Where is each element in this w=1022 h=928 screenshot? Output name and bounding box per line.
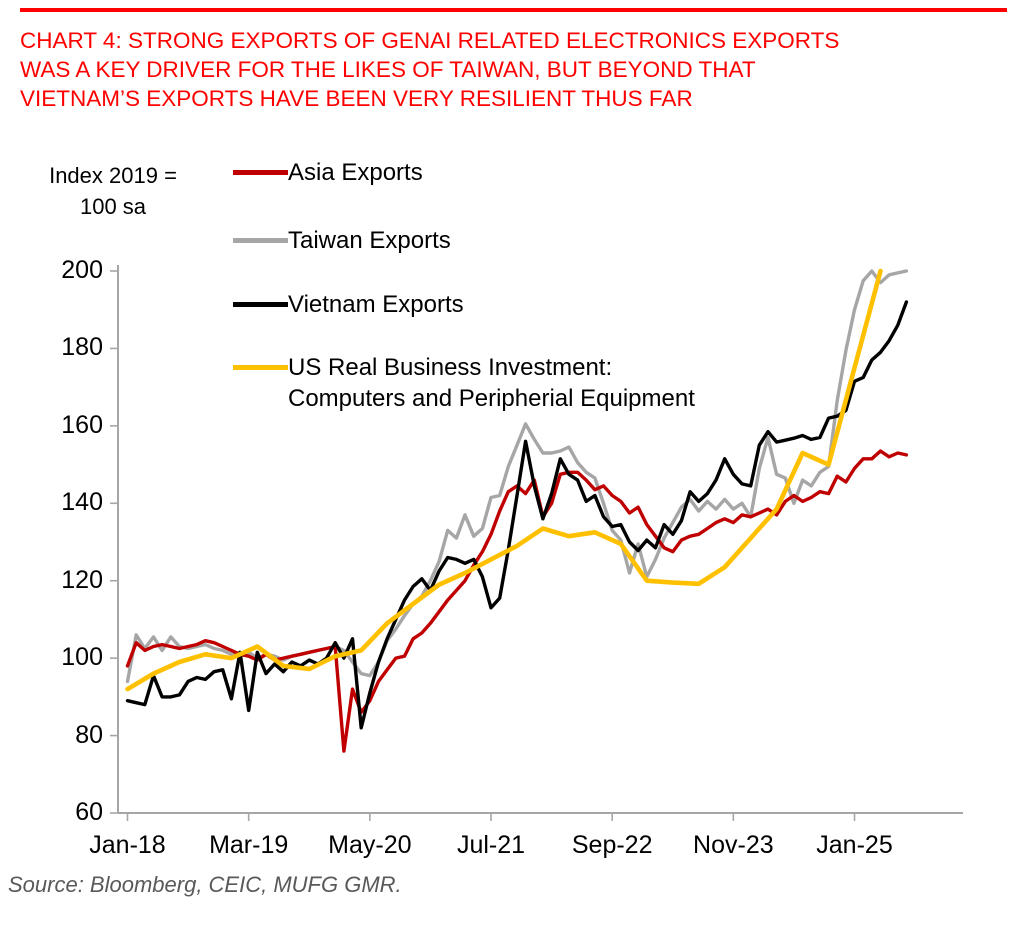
x-tick-label-Mar-19: Mar-19 <box>209 831 289 859</box>
y-tick-label-80: 80 <box>75 720 103 749</box>
page-title: CHART 4: STRONG EXPORTS OF GENAI RELATED… <box>20 26 1010 113</box>
page-title-line-1: CHART 4: STRONG EXPORTS OF GENAI RELATED… <box>20 28 840 53</box>
legend-line-swatch <box>233 170 288 175</box>
legend-line-swatch <box>233 365 288 370</box>
series-line-us-real <box>125 268 883 692</box>
page-title-line-3: VIETNAM’S EXPORTS HAVE BEEN VERY RESILIE… <box>20 86 693 111</box>
title-rule <box>20 8 1007 12</box>
page-title-line-2: WAS A KEY DRIVER FOR THE LIKES OF TAIWAN… <box>20 57 756 82</box>
y-tick-label-60: 60 <box>75 798 103 826</box>
x-tick-label-Nov-23: Nov-23 <box>693 831 774 859</box>
x-tick-label-May-20: May-20 <box>328 831 412 859</box>
legend-item-4: US Real Business Investment: Computers an… <box>233 352 695 414</box>
y-axis-title-line-2: 100 sa <box>79 194 147 219</box>
y-tick-label-200: 200 <box>61 256 103 284</box>
y-tick-label-100: 100 <box>61 643 103 672</box>
legend-label: US Real Business Investment: Computers an… <box>288 354 695 412</box>
y-axis-title-line-1: Index 2019 = <box>49 163 177 188</box>
y-tick-label-140: 140 <box>61 488 103 517</box>
legend-item-2: Taiwan Exports <box>233 225 451 256</box>
x-tick-label-Jul-21: Jul-21 <box>456 831 526 859</box>
legend-label: Taiwan Exports <box>288 227 451 254</box>
source-note: Source: Bloomberg, CEIC, MUFG GMR. <box>8 872 402 897</box>
legend-line-swatch <box>233 238 288 243</box>
legend-item-3: Vietnam Exports <box>233 289 464 320</box>
y-tick-label-160: 160 <box>61 410 103 439</box>
x-tick-label-Sep-22: Sep-22 <box>571 831 653 859</box>
x-tick-label-Jan-25: Jan-25 <box>816 831 893 859</box>
legend-line-swatch <box>233 302 288 307</box>
y-tick-label-120: 120 <box>61 565 103 594</box>
legend-label: Vietnam Exports <box>288 291 464 318</box>
x-tick-label-Jan-18: Jan-18 <box>89 831 166 859</box>
series-line-vietnam-exports <box>125 300 909 730</box>
y-tick-label-180: 180 <box>61 333 103 362</box>
legend-label: Asia Exports <box>288 159 423 186</box>
legend-item-1: Asia Exports <box>233 157 423 188</box>
y-axis-title: Index 2019 = 100 sa <box>28 160 198 222</box>
